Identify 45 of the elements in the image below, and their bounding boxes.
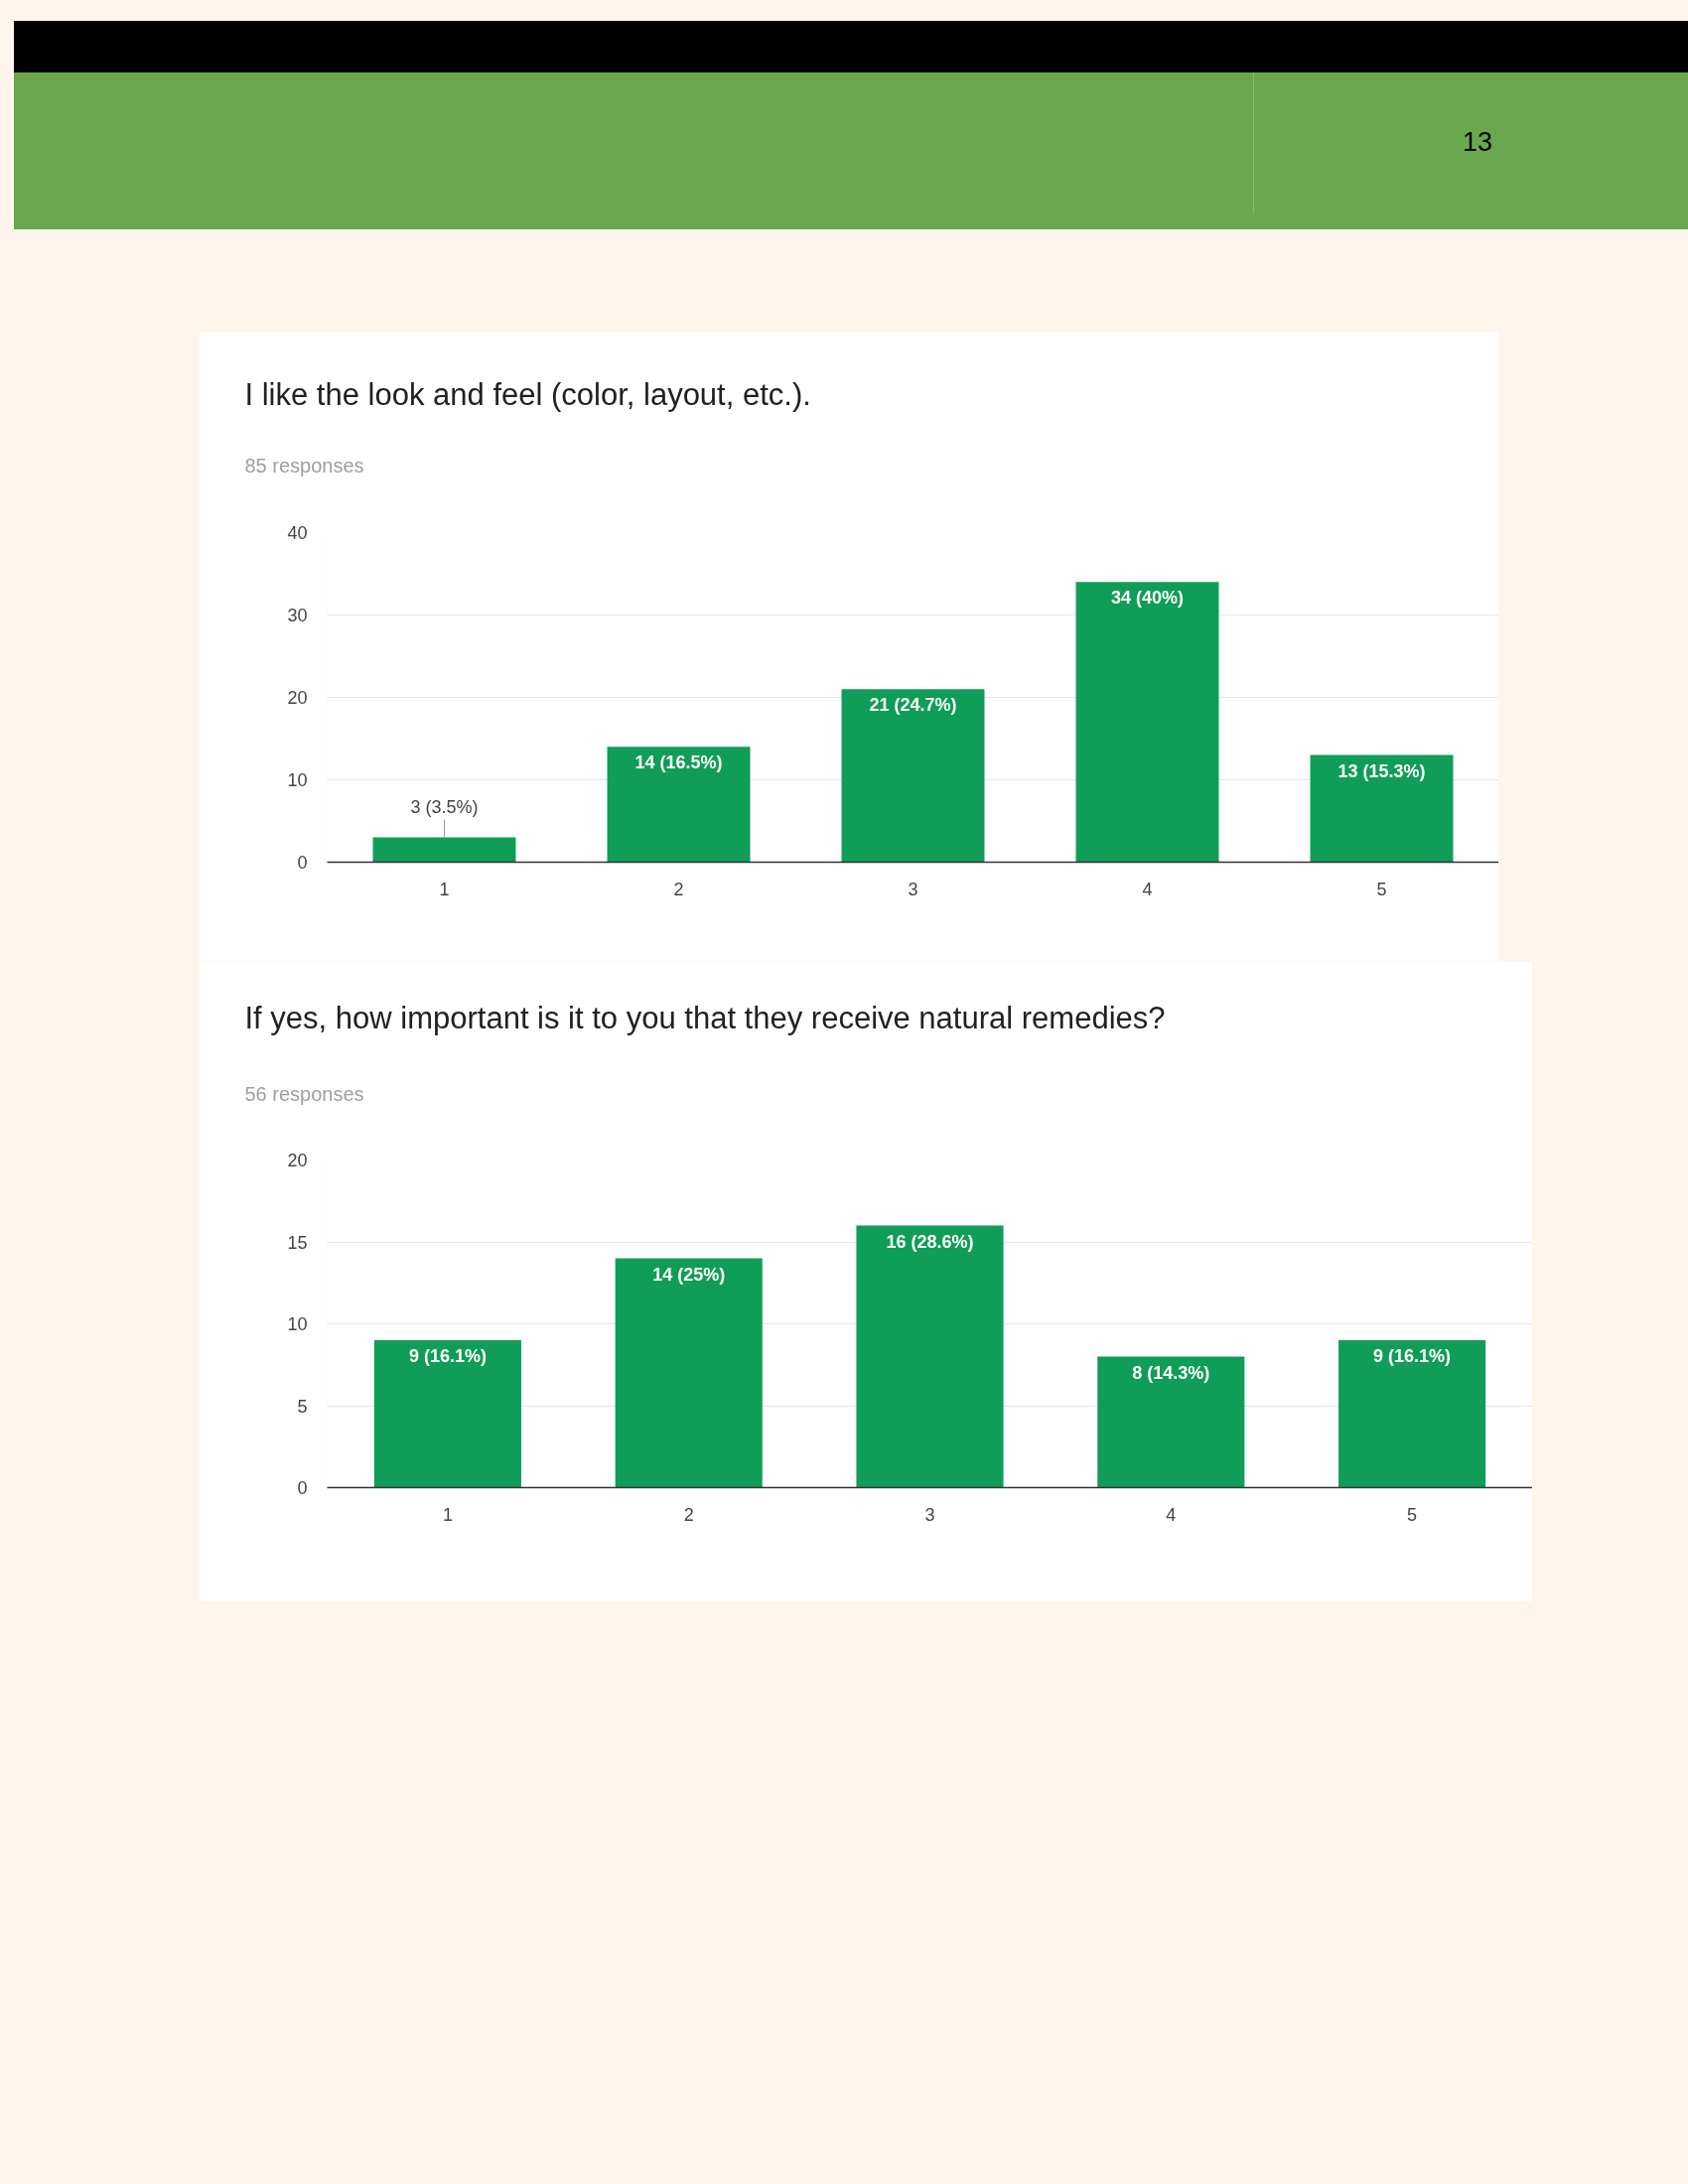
chart-title: I like the look and feel (color, layout, etc.). [244,377,811,412]
x-tick-label: 1 [439,879,450,899]
bar [1097,1356,1245,1488]
x-tick-label: 2 [673,879,684,899]
y-tick-label: 5 [297,1396,308,1417]
x-tick-label: 2 [683,1504,694,1525]
y-tick-label: 20 [287,688,308,708]
data-label: 14 (16.5%) [634,752,723,773]
data-label: 21 (24.7%) [869,695,957,716]
data-label: 16 (28.6%) [886,1231,974,1252]
text: 13 [1461,126,1493,158]
bar [1338,1340,1486,1488]
bar [373,1340,521,1488]
x-tick-label: 3 [924,1504,935,1525]
data-label: 9 (16.1%) [408,1346,487,1366]
bar [841,689,985,863]
x-tick-label: 5 [1407,1504,1418,1525]
data-label: 9 (16.1%) [1373,1346,1452,1366]
y-tick-label: 0 [297,853,308,873]
bar [1310,754,1454,863]
data-label: 3 (3.5%) [410,796,479,817]
x-tick-label: 4 [1142,879,1153,899]
bar [372,837,516,863]
data-label: 14 (25%) [652,1264,726,1285]
y-tick-label: 10 [287,1314,308,1334]
y-tick-label: 40 [287,523,308,543]
bar [607,747,751,863]
data-label: 13 (15.3%) [1337,760,1426,781]
x-tick-label: 5 [1376,879,1387,899]
chart-subtitle: 56 responses [244,1082,364,1105]
x-tick-label: 3 [908,879,918,899]
y-tick-label: 15 [287,1232,308,1253]
x-tick-label: 4 [1166,1504,1177,1525]
data-label: 34 (40%) [1110,588,1185,609]
y-tick-label: 0 [297,1478,308,1498]
y-tick-label: 10 [287,770,308,790]
data-label: 8 (14.3%) [1132,1362,1210,1383]
bar [856,1225,1004,1488]
x-tick-label: 1 [442,1504,453,1525]
chart-title: If yes, how important is it to you that they receive natural remedies? [244,1001,1166,1035]
bar [1075,582,1219,863]
bar [615,1258,763,1488]
y-tick-label: 30 [287,606,308,625]
y-tick-label: 20 [287,1151,308,1170]
chart-subtitle: 85 responses [244,455,364,477]
